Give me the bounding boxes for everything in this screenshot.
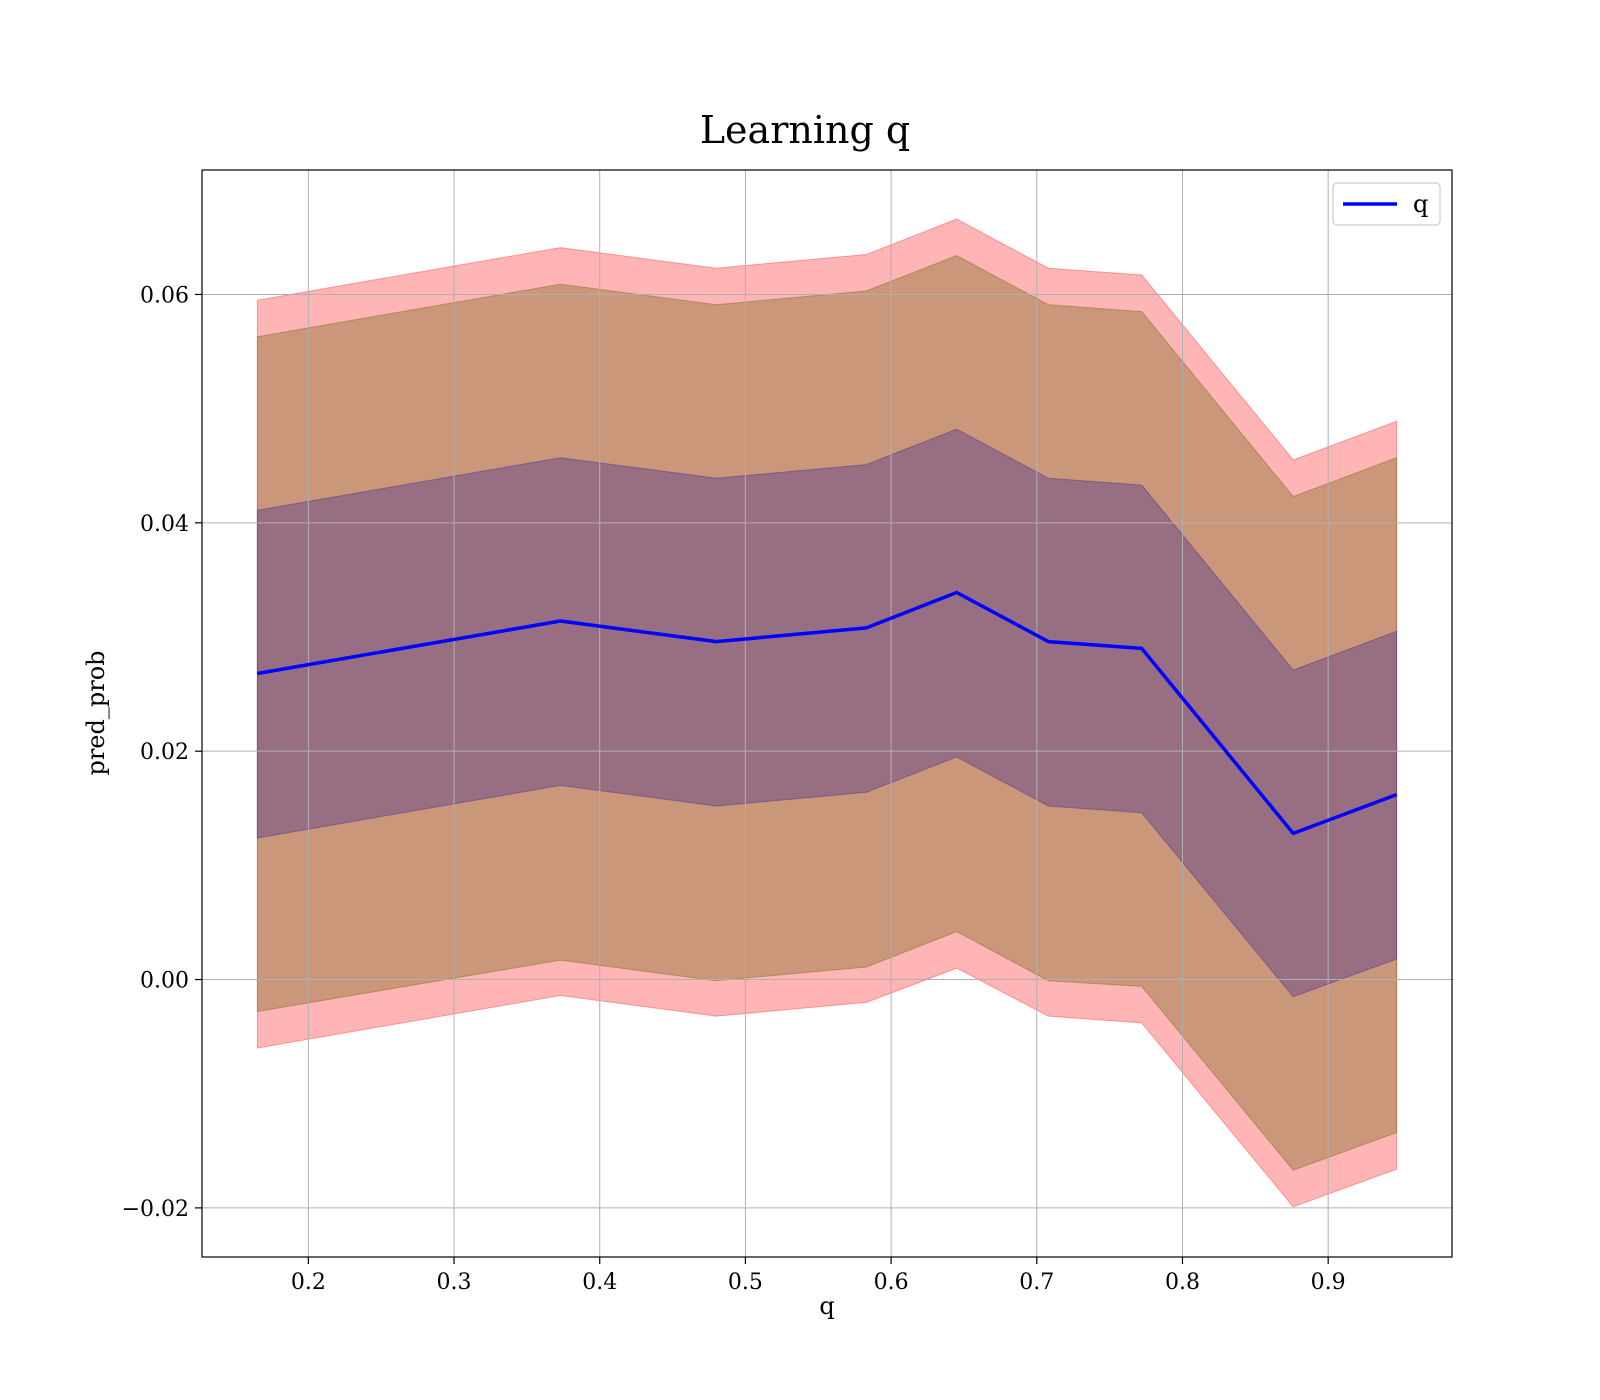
legend: q [1332, 182, 1441, 226]
x-tick-label: 0.8 [1165, 1270, 1200, 1295]
band-0 [256, 218, 1398, 1208]
band-1 [256, 255, 1398, 1171]
x-tick-label: 0.4 [582, 1270, 617, 1295]
y-tick-label: 0.02 [140, 740, 189, 765]
x-axis-label: q [819, 1292, 834, 1320]
x-tick-label: 0.3 [437, 1270, 472, 1295]
x-axis-ticks: 0.2 0.3 0.4 0.5 0.6 0.7 0.8 0.9 [291, 1257, 1346, 1295]
x-tick-label: 0.7 [1019, 1270, 1054, 1295]
x-tick-label: 0.9 [1311, 1270, 1346, 1295]
y-axis-ticks: −0.02 0.00 0.02 0.04 0.06 [122, 283, 202, 1222]
grid-lines [202, 170, 1452, 1257]
band-2 [256, 428, 1398, 998]
chart-title: Learning q [700, 108, 910, 152]
plot-background [202, 170, 1452, 1257]
confidence-bands [256, 218, 1398, 1208]
y-tick-label: 0.04 [140, 512, 189, 537]
y-axis-label: pred_prob [82, 650, 110, 775]
series-line-0 [257, 590, 1398, 836]
y-tick-label: 0.00 [140, 969, 189, 994]
y-tick-label: −0.02 [122, 1197, 189, 1222]
plot-frame [201, 169, 1453, 1258]
plot-area [201, 169, 1453, 1258]
series-lines [257, 590, 1398, 836]
y-tick-label: 0.06 [140, 283, 189, 308]
x-tick-label: 0.6 [874, 1270, 909, 1295]
x-tick-label: 0.2 [291, 1270, 326, 1295]
legend-label-q: q [1413, 190, 1428, 218]
x-tick-label: 0.5 [728, 1270, 763, 1295]
